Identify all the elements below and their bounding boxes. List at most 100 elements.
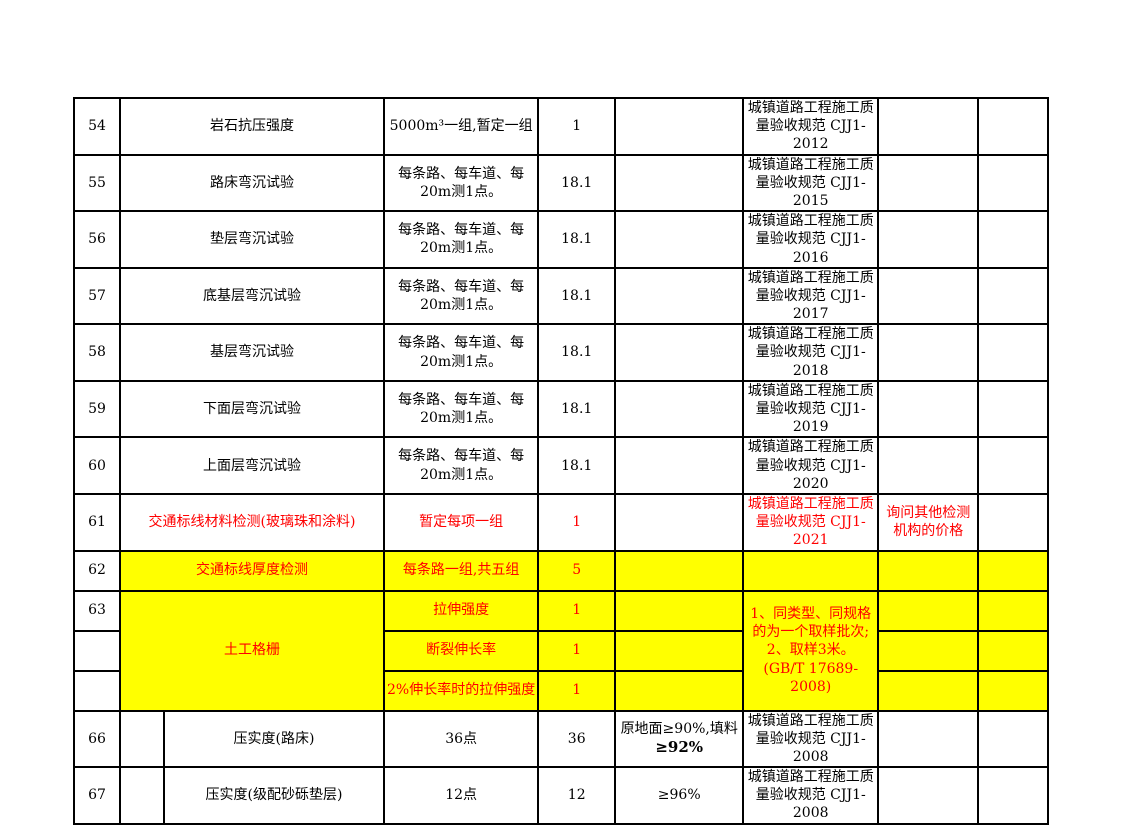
frequency-cell: 2%伸长率时的拉伸强度	[382, 669, 540, 712]
frequency-cell: 36点	[382, 709, 540, 769]
standard-cell: 城镇道路工程施工质量验收规范 CJJ1-2020	[742, 436, 880, 495]
quantity-cell: 36	[537, 709, 617, 769]
table-row-59: 59 下面层弯沉试验 每条路、每车道、每20m测1点。 18.1 城镇道路工程施…	[73, 379, 1050, 439]
frequency-cell: 暂定每项一组	[382, 492, 540, 552]
table-row-54: 54 岩石抗压强度 5000m³一组,暂定一组 1 城镇道路工程施工质量验收规范…	[73, 97, 1050, 156]
highlight-spill-cell	[977, 669, 1050, 712]
remark-cell	[877, 323, 980, 382]
test-name-cell: 垫层弯沉试验	[119, 210, 385, 269]
remark-cell	[877, 266, 980, 326]
frequency-cell: 每条路一组,共五组	[382, 549, 540, 592]
remark-cell	[877, 549, 980, 592]
spill-cell	[977, 379, 1050, 439]
frequency-cell: 每条路、每车道、每20m测1点。	[382, 436, 540, 495]
standard-cell: 城镇道路工程施工质量验收规范 CJJ1-2008	[742, 709, 880, 769]
criteria-cell	[614, 379, 745, 439]
table-row-60: 60 上面层弯沉试验 每条路、每车道、每20m测1点。 18.1 城镇道路工程施…	[73, 436, 1050, 495]
quantity-cell: 1	[537, 629, 617, 672]
criteria-cell	[614, 210, 745, 269]
row-number-cell: 57	[73, 266, 121, 326]
remark-cell	[877, 97, 980, 156]
quantity-cell: 18.1	[537, 379, 617, 439]
row-number-cell: 62	[73, 549, 121, 592]
frequency-cell: 每条路、每车道、每20m测1点。	[382, 266, 540, 326]
frequency-cell: 12点	[382, 766, 540, 825]
criteria-text: 原地面≥90%,填料	[620, 720, 738, 737]
row-number-cell: 58	[73, 323, 121, 382]
quantity-cell: 1	[537, 97, 617, 156]
table-row-55: 55 路床弯沉试验 每条路、每车道、每20m测1点。 18.1 城镇道路工程施工…	[73, 153, 1050, 213]
remark-cell	[877, 669, 980, 712]
criteria-cell	[614, 266, 745, 326]
remark-cell	[877, 589, 980, 632]
test-name-cell: 压实度(路床)	[163, 709, 385, 769]
remark-cell: 询问其他检测机构的价格	[877, 492, 980, 552]
test-name-cell: 上面层弯沉试验	[119, 436, 385, 495]
test-name-cell: 基层弯沉试验	[119, 323, 385, 382]
criteria-cell	[614, 323, 745, 382]
standard-cell	[742, 549, 880, 592]
highlight-spill-cell	[977, 589, 1050, 632]
criteria-cell	[614, 669, 745, 712]
quantity-cell: 5	[537, 549, 617, 592]
quantity-cell: 18.1	[537, 266, 617, 326]
remark-cell	[877, 153, 980, 213]
test-name-cell: 下面层弯沉试验	[119, 379, 385, 439]
row-number-cell	[73, 629, 121, 672]
gap-cell	[119, 709, 165, 769]
quantity-cell: 18.1	[537, 323, 617, 382]
remark-cell	[877, 379, 980, 439]
standard-cell: 城镇道路工程施工质量验收规范 CJJ1-2019	[742, 379, 880, 439]
spill-cell	[977, 266, 1050, 326]
test-name-cell: 路床弯沉试验	[119, 153, 385, 213]
spill-cell	[977, 492, 1050, 552]
row-number-cell: 63	[73, 589, 121, 632]
quantity-cell: 18.1	[537, 210, 617, 269]
test-name-cell: 交通标线厚度检测	[119, 549, 385, 592]
highlight-spill-cell	[977, 549, 1050, 592]
spill-cell	[977, 97, 1050, 156]
frequency-cell: 每条路、每车道、每20m测1点。	[382, 379, 540, 439]
standard-cell: 城镇道路工程施工质量验收规范 CJJ1-2012	[742, 97, 880, 156]
criteria-cell	[614, 153, 745, 213]
gap-cell	[119, 766, 165, 825]
frequency-cell: 5000m³一组,暂定一组	[382, 97, 540, 156]
spill-cell	[977, 210, 1050, 269]
criteria-cell	[614, 436, 745, 495]
spill-cell	[977, 323, 1050, 382]
criteria-cell	[614, 629, 745, 672]
standard-cell: 城镇道路工程施工质量验收规范 CJJ1-2017	[742, 266, 880, 326]
quantity-cell: 1	[537, 589, 617, 632]
quantity-cell: 12	[537, 766, 617, 825]
frequency-cell: 每条路、每车道、每20m测1点。	[382, 153, 540, 213]
standard-cell: 城镇道路工程施工质量验收规范 CJJ1-2018	[742, 323, 880, 382]
criteria-cell	[614, 549, 745, 592]
row-number-cell: 61	[73, 492, 121, 552]
remark-cell	[877, 436, 980, 495]
standard-cell: 城镇道路工程施工质量验收规范 CJJ1-2016	[742, 210, 880, 269]
spill-cell	[977, 766, 1050, 825]
spill-cell	[977, 709, 1050, 769]
table-row-65: 2%伸长率时的拉伸强度 1	[73, 669, 1050, 712]
table-row-66: 66 压实度(路床) 36点 36 原地面≥90%,填料 ≥92% 城镇道路工程施…	[73, 709, 1050, 769]
test-name-cell: 交通标线材料检测(玻璃珠和涂料)	[119, 492, 385, 552]
quantity-cell: 1	[537, 669, 617, 712]
test-name-cell: 压实度(级配砂砾垫层)	[163, 766, 385, 825]
table-row-56: 56 垫层弯沉试验 每条路、每车道、每20m测1点。 18.1 城镇道路工程施工…	[73, 210, 1050, 269]
remark-cell	[877, 766, 980, 825]
spill-cell	[977, 153, 1050, 213]
row-number-cell: 59	[73, 379, 121, 439]
standard-cell: 城镇道路工程施工质量验收规范 CJJ1-2008	[742, 766, 880, 825]
standard-cell: 1、同类型、同规格的为一个取样批次; 2、取样3米。 (GB/T 17689-2…	[742, 589, 880, 712]
remark-cell	[877, 709, 980, 769]
row-number-cell	[73, 669, 121, 712]
remark-cell	[877, 629, 980, 672]
quantity-cell: 18.1	[537, 436, 617, 495]
criteria-bold-text: ≥92%	[655, 738, 704, 757]
inspection-table-sheet: 54 岩石抗压强度 5000m³一组,暂定一组 1 城镇道路工程施工质量验收规范…	[73, 97, 1050, 825]
table-row-63: 63 土工格栅 拉伸强度 1 1、同类型、同规格的为一个取样批次; 2、取样3米…	[73, 589, 1050, 712]
row-number-cell: 67	[73, 766, 121, 825]
test-name-cell: 土工格栅	[119, 589, 385, 712]
test-name-cell: 底基层弯沉试验	[119, 266, 385, 326]
table-row-64: 断裂伸长率 1	[73, 629, 1050, 672]
